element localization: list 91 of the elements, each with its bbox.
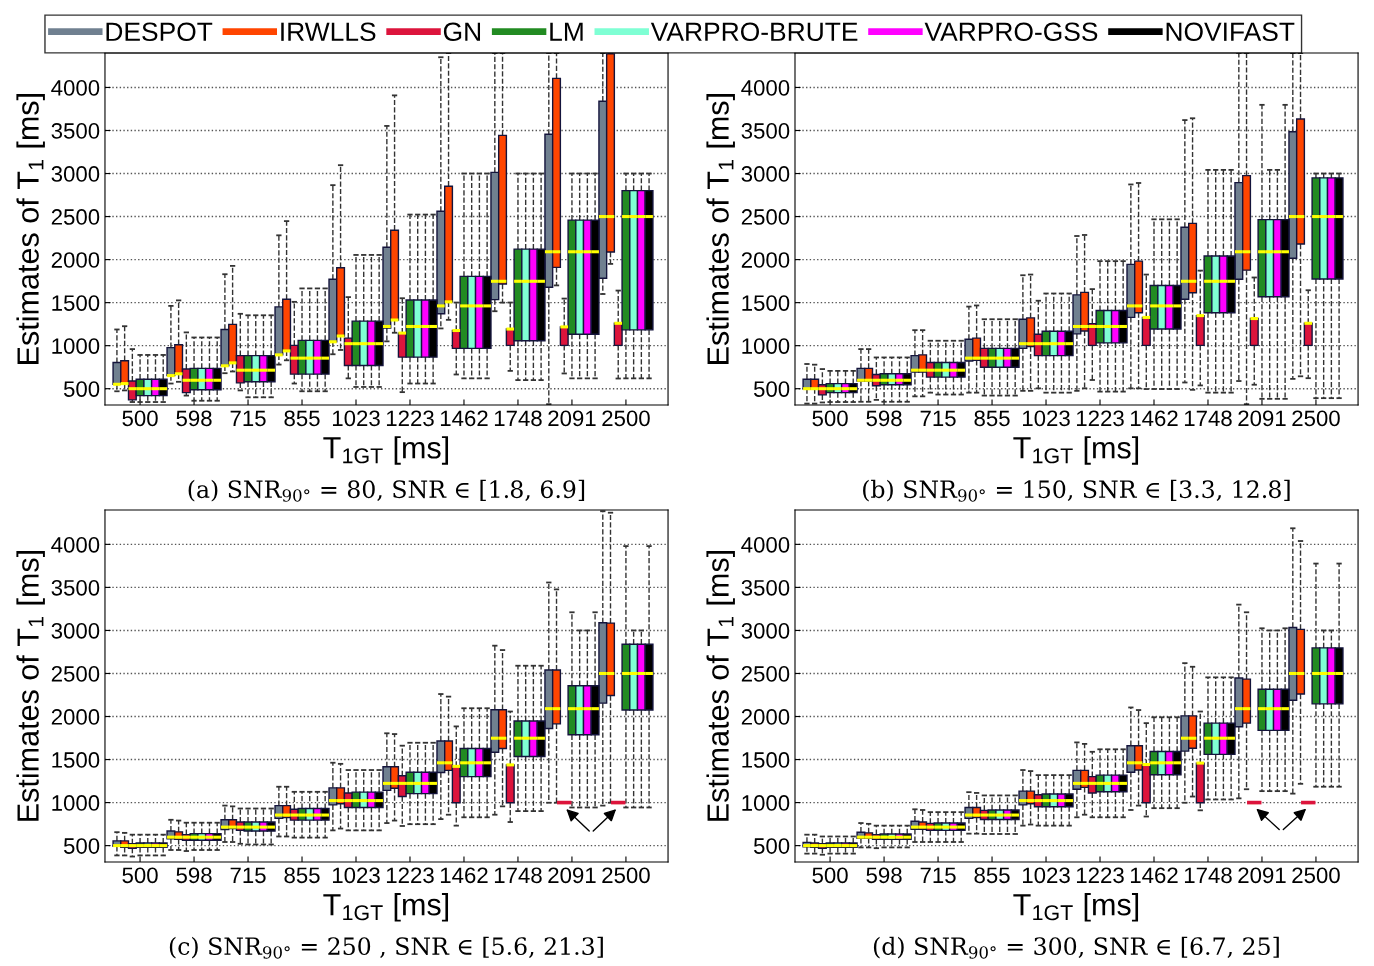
x-tick-label: 1223 — [386, 410, 434, 427]
y-tick-label: 1000 — [52, 338, 100, 354]
y-tick-label: 500 — [753, 381, 790, 397]
y-tick-label: 1500 — [52, 295, 100, 311]
y-tick-label: 4000 — [741, 536, 790, 553]
y-tick-label: 4000 — [51, 79, 100, 96]
x-tick-label: 855 — [284, 410, 320, 427]
x-tick-label: 1023 — [1023, 410, 1070, 427]
x-tick-label: 2091 — [1238, 867, 1286, 884]
x-tick-label: 500 — [812, 867, 848, 884]
y-tick-label: 3000 — [51, 166, 100, 182]
x-tick-label: 855 — [974, 867, 1010, 884]
x-tick-label: 1748 — [1184, 410, 1232, 427]
y-tick-label: 2000 — [51, 252, 100, 268]
x-tick-label: 1023 — [332, 410, 380, 427]
x-tick-label: 598 — [176, 410, 212, 427]
y-tick-label: 1500 — [742, 752, 790, 768]
x-tick-label: 598 — [176, 867, 212, 884]
x-tick-label: 2091 — [1238, 410, 1286, 427]
y-tick-label: 4000 — [51, 536, 100, 553]
x-tick-label: 855 — [974, 410, 1010, 427]
y-axis-title: Estimates of T$_{1}$ [ms] — [16, 94, 45, 364]
y-tick-label: 4000 — [741, 79, 790, 96]
x-tick-label: 855 — [284, 867, 320, 884]
x-tick-label: 1223 — [1076, 867, 1124, 884]
y-tick-label: 500 — [63, 381, 100, 397]
y-tick-label: 2500 — [51, 209, 100, 225]
y-tick-label: 3500 — [741, 579, 790, 596]
y-tick-label: 3500 — [741, 123, 790, 139]
y-tick-label: 1000 — [52, 795, 100, 811]
y-tick-label: 2000 — [741, 709, 790, 725]
x-axis-title: T$_{1GT}$ [ms] — [323, 436, 449, 465]
legend-label: VARPRO-BRUTE — [650, 22, 858, 42]
y-tick-label: 1500 — [52, 752, 100, 768]
x-tick-label: 1462 — [1130, 867, 1178, 884]
legend-label: DESPOT — [106, 22, 213, 42]
y-axis-title: Estimates of T$_{1}$ [ms] — [16, 551, 45, 821]
x-axis-title: T$_{1GT}$ [ms] — [323, 893, 449, 922]
x-tick-label: 1462 — [440, 867, 488, 884]
x-tick-label: 598 — [866, 410, 902, 427]
x-tick-label: 715 — [230, 410, 266, 427]
x-tick-label: 500 — [122, 867, 158, 884]
x-tick-label: 598 — [866, 867, 902, 884]
y-tick-label: 3000 — [741, 166, 790, 182]
y-tick-label: 1500 — [742, 295, 790, 311]
x-tick-label: 2500 — [602, 867, 650, 884]
y-tick-label: 2500 — [741, 209, 790, 225]
x-tick-label: 2500 — [1292, 867, 1340, 884]
x-tick-label: 1462 — [440, 410, 488, 427]
x-tick-label: 1223 — [1076, 410, 1124, 427]
legend-label: LM — [550, 22, 583, 41]
y-tick-label: 3500 — [51, 123, 100, 139]
legend-label: GN — [443, 22, 481, 42]
x-axis-title: T$_{1GT}$ [ms] — [1013, 436, 1139, 465]
x-tick-label: 1748 — [494, 867, 542, 884]
y-tick-label: 2000 — [51, 709, 100, 725]
x-tick-label: 1223 — [386, 867, 434, 884]
y-tick-label: 3000 — [51, 622, 100, 639]
y-axis-title: Estimates of T$_{1}$ [ms] — [706, 551, 735, 821]
x-tick-label: 1023 — [332, 867, 380, 884]
x-tick-label: 715 — [920, 867, 956, 884]
text: (a) SNR$_{90°}$ = 80, SNR ∈ [1.8, 6.9] — [188, 479, 585, 502]
text: (d) SNR$_{90°}$ = 300, SNR ∈ [6.7, 25] — [873, 936, 1279, 959]
x-tick-label: 1462 — [1130, 410, 1178, 427]
y-tick-label: 3500 — [51, 579, 100, 596]
y-tick-label: 1000 — [742, 338, 790, 354]
y-tick-label: 500 — [63, 838, 100, 854]
y-tick-label: 2500 — [51, 666, 100, 682]
x-tick-label: 500 — [122, 410, 158, 427]
text: (b) SNR$_{90°}$ = 150, SNR ∈ [3.3, 12.8] — [863, 479, 1290, 502]
legend-label: VARPRO-GSS — [924, 22, 1098, 42]
x-tick-label: 2091 — [548, 410, 596, 427]
y-axis-title: Estimates of T$_{1}$ [ms] — [706, 94, 735, 364]
x-axis-title: T$_{1GT}$ [ms] — [1013, 893, 1139, 922]
x-tick-label: 500 — [812, 410, 848, 427]
x-tick-label: 715 — [230, 867, 266, 884]
y-tick-label: 3000 — [741, 622, 790, 639]
x-tick-label: 2091 — [548, 867, 596, 884]
y-tick-label: 2000 — [741, 252, 790, 268]
legend-label: NOVIFAST — [1166, 22, 1295, 42]
x-tick-label: 2500 — [1292, 410, 1340, 427]
y-tick-label: 1000 — [742, 795, 790, 811]
legend-label: IRWLLS — [281, 22, 376, 42]
x-tick-label: 1748 — [1184, 867, 1232, 884]
x-tick-label: 1023 — [1023, 867, 1070, 884]
x-tick-label: 1748 — [494, 410, 542, 427]
y-tick-label: 2500 — [741, 666, 790, 682]
x-tick-label: 2500 — [602, 410, 650, 427]
text: (c) SNR$_{90°}$ = 250 , SNR ∈ [5.6, 21.3] — [169, 936, 603, 959]
y-tick-label: 500 — [753, 838, 790, 854]
x-tick-label: 715 — [920, 410, 956, 427]
